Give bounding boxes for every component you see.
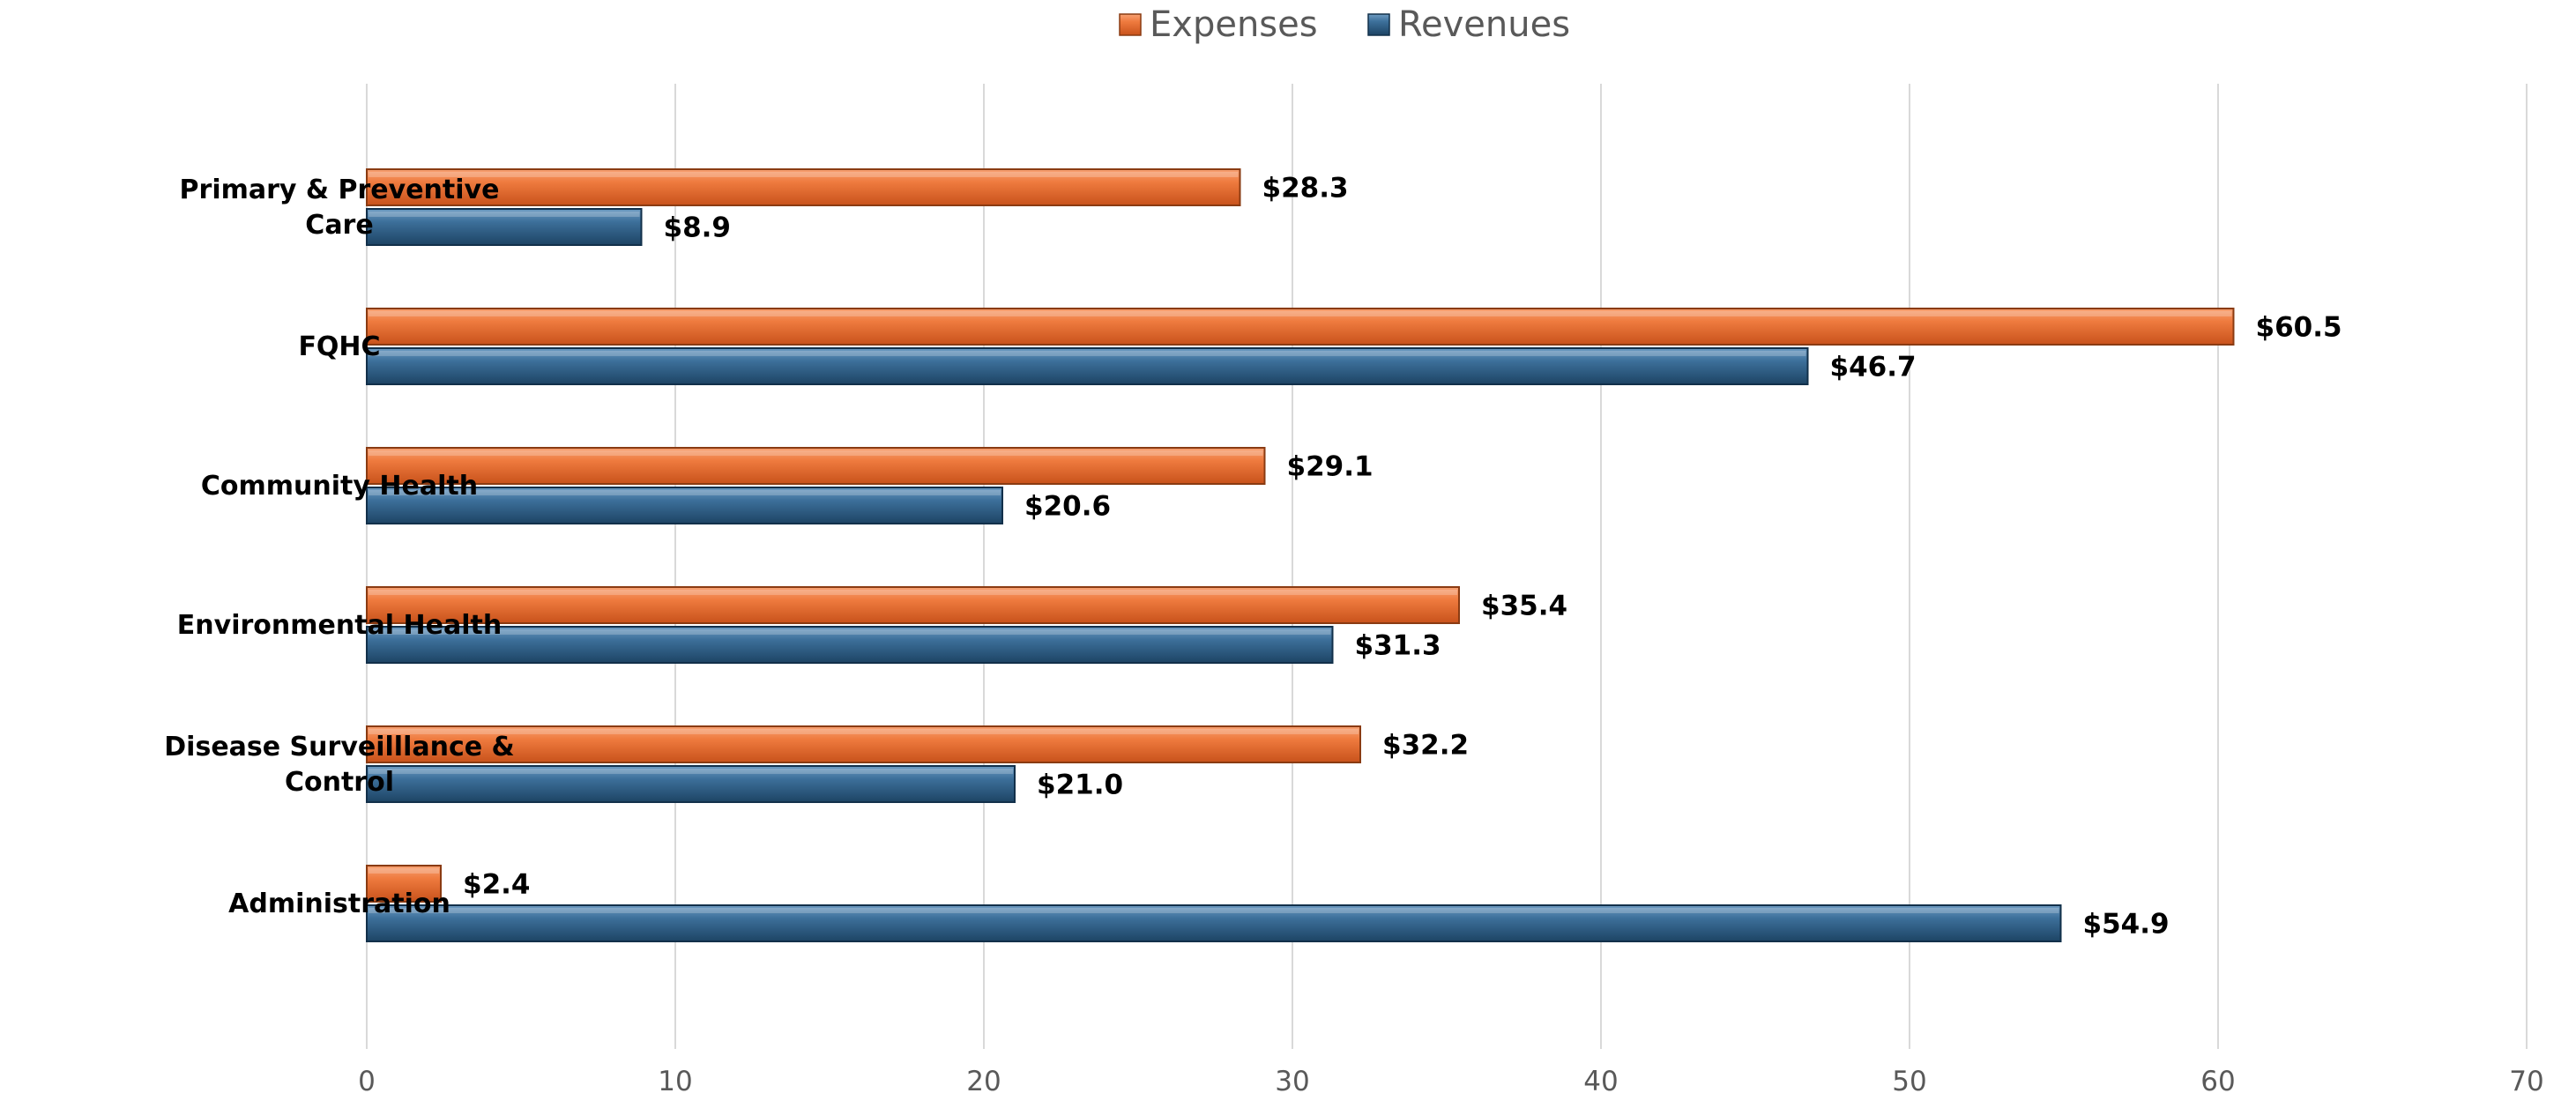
data-label-revenues: $21.0: [1037, 770, 1123, 801]
bar-highlight: [369, 490, 1001, 495]
bar-highlight: [369, 868, 439, 874]
bar-highlight: [369, 908, 2059, 913]
category-label: Environmental Health: [177, 610, 502, 641]
legend: Expenses Revenues: [1119, 4, 1570, 45]
category-label: Disease Surveilllance & Control: [164, 732, 514, 798]
data-label-revenues: $8.9: [664, 212, 732, 244]
legend-label-expenses: Expenses: [1150, 4, 1318, 45]
x-tick-label: 10: [658, 1066, 692, 1097]
data-label-revenues: $46.7: [1830, 352, 1917, 383]
data-label-revenues: $31.3: [1355, 630, 1441, 662]
bar-highlight: [369, 212, 640, 217]
bar-highlight: [369, 729, 1359, 734]
bar-expenses: [366, 447, 1266, 485]
data-label-expenses: $32.2: [1382, 730, 1469, 762]
data-label-expenses: $35.4: [1481, 591, 1567, 622]
x-tick-label: 40: [1583, 1066, 1618, 1097]
legend-swatch-expenses: [1119, 13, 1142, 36]
category-label: Community Health: [201, 471, 478, 502]
bar-revenues: [366, 347, 1809, 385]
x-tick-label: 20: [966, 1066, 1001, 1097]
bar-highlight: [369, 311, 2232, 316]
category-label: Administration: [228, 889, 450, 919]
gridlines: [366, 84, 2528, 1049]
category-label: Primary & Preventive Care: [180, 175, 500, 241]
bar-revenues: [366, 765, 1016, 803]
bar-highlight: [369, 769, 1013, 774]
bar-expenses: [366, 586, 1460, 624]
category-label: FQHC: [298, 331, 380, 362]
legend-swatch-revenues: [1367, 13, 1390, 36]
bar-revenues: [366, 487, 1003, 524]
x-tick-label: 50: [1892, 1066, 1926, 1097]
category-axis: Primary & Preventive Care FQHC Community He…: [164, 175, 514, 919]
bar-revenues: [366, 904, 2062, 942]
x-tick-label: 30: [1275, 1066, 1309, 1097]
bar-revenues: [366, 208, 643, 246]
x-tick-label: 70: [2509, 1066, 2543, 1097]
data-label-expenses: $29.1: [1287, 451, 1374, 483]
bar-highlight: [369, 629, 1331, 635]
bar-highlight: [369, 450, 1263, 456]
legend-label-revenues: Revenues: [1398, 4, 1570, 45]
data-label-revenues: $54.9: [2083, 909, 2170, 941]
bar-expenses: [366, 168, 1241, 206]
data-label-expenses: $28.3: [1262, 173, 1349, 204]
data-label-expenses: $2.4: [463, 869, 531, 901]
data-label-revenues: $20.6: [1024, 491, 1111, 523]
bar-highlight: [369, 172, 1239, 177]
value-axis: 0 10 20 30 40 50 60 70: [358, 1066, 2544, 1097]
x-tick-label: 0: [358, 1066, 376, 1097]
data-labels: $28.3 $8.9 $60.5 $46.7 $29.1 $20.6 $35.4 $31.3 $…: [463, 173, 2342, 941]
bar-expenses: [366, 308, 2235, 346]
bar-revenues: [366, 626, 1334, 664]
data-label-expenses: $60.5: [2256, 312, 2342, 344]
bar-expenses: [366, 865, 442, 903]
bars: [366, 168, 2235, 942]
bar-highlight: [369, 590, 1457, 595]
x-tick-label: 60: [2200, 1066, 2235, 1097]
bar-expenses: [366, 725, 1361, 763]
bar-highlight: [369, 351, 1806, 356]
